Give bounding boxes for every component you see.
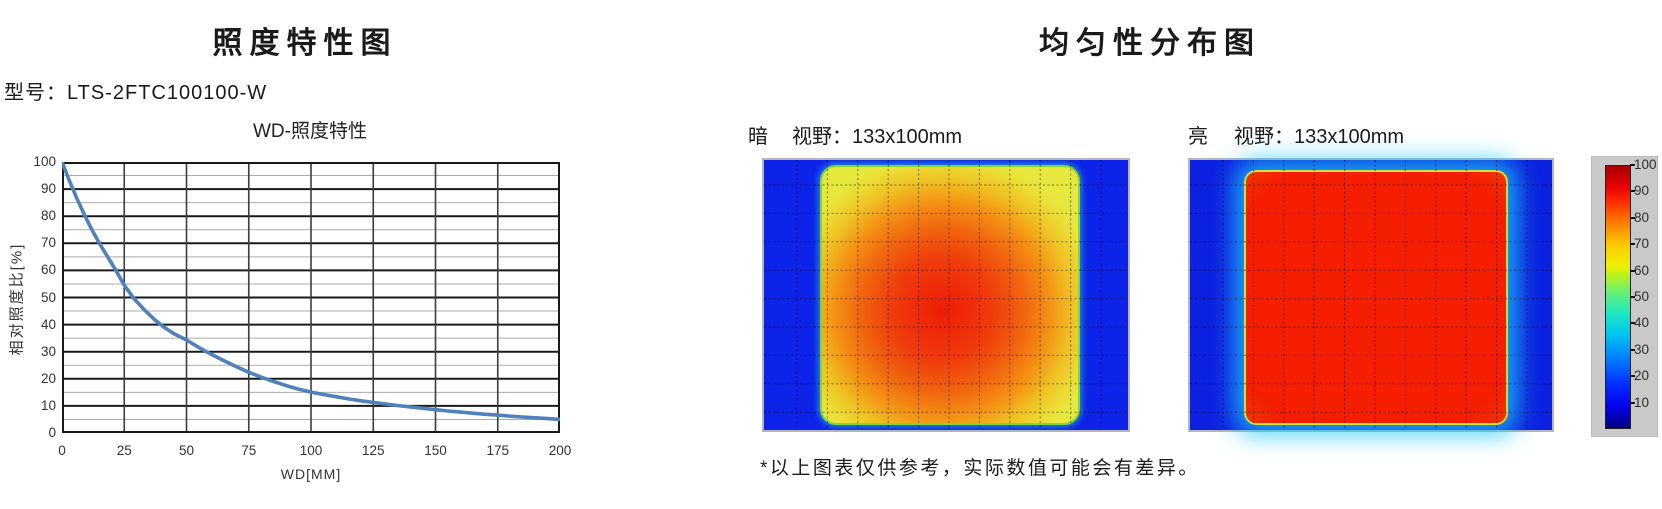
left-section-title: 照度特性图 <box>212 27 398 60</box>
y-tick-label: 70 <box>40 235 56 251</box>
y-tick-label: 50 <box>40 289 56 305</box>
y-tick-label: 80 <box>40 208 56 224</box>
y-tick-label: 0 <box>48 425 56 440</box>
colorbar-tick-mark <box>1630 269 1635 272</box>
footnote: *以上图表仅供参考，实际数值可能会有差异。 <box>760 458 1200 479</box>
bright-field-heatmap <box>1188 158 1554 432</box>
colorbar-tick-mark <box>1630 348 1635 351</box>
illuminance-curve <box>60 160 562 422</box>
colorbar-gradient <box>1605 165 1631 429</box>
bright-field-blob <box>1244 170 1508 425</box>
x-tick-label: 150 <box>424 443 447 458</box>
colorbar-tick-mark <box>1630 322 1635 325</box>
colorbar-tick-mark <box>1630 216 1635 219</box>
bright-tag: 亮 <box>1188 126 1208 148</box>
y-tick-label: 100 <box>33 154 56 169</box>
colorbar-tick-label: 50 <box>1634 289 1650 304</box>
right-section-title: 均匀性分布图 <box>1039 27 1261 60</box>
heatmap-grid-overlay <box>764 160 1128 430</box>
dark-field-heatmap <box>762 158 1130 432</box>
y-tick-label: 60 <box>40 262 56 278</box>
model-label: 型号：LTS-2FTC100100-W <box>4 82 268 104</box>
x-tick-label: 50 <box>178 443 195 458</box>
colorbar-tick-label: 40 <box>1634 315 1650 331</box>
y-tick-label: 10 <box>40 397 56 413</box>
colorbar: 100 90 80 70 60 50 40 30 20 10 <box>1591 156 1658 437</box>
colorbar-tick-label: 100 <box>1634 157 1657 172</box>
colorbar-tick-mark <box>1630 164 1635 166</box>
y-tick-label: 20 <box>40 370 56 386</box>
x-tick-label: 100 <box>299 443 323 458</box>
heatmap-grid-overlay <box>1190 160 1552 430</box>
bright-fov-label: 视野：133x100mm <box>1234 126 1405 148</box>
colorbar-tick-label: 60 <box>1634 262 1650 278</box>
x-tick-label: 0 <box>58 443 66 458</box>
colorbar-tick-mark <box>1630 243 1635 246</box>
colorbar-tick-mark <box>1630 375 1635 378</box>
dark-tag: 暗 <box>748 126 768 148</box>
bright-panel-caption: 亮 视野：133x100mm <box>1188 120 1404 149</box>
colorbar-tick-mark <box>1630 190 1635 193</box>
dark-fov-label: 视野：133x100mm <box>792 126 963 148</box>
x-tick-label: 125 <box>361 443 385 458</box>
x-tick-label: 200 <box>548 443 572 458</box>
line-chart-svg <box>60 160 562 433</box>
colorbar-tick-label: 20 <box>1634 368 1650 384</box>
y-tick-label: 90 <box>40 181 56 197</box>
y-tick-label: 30 <box>40 343 56 359</box>
dark-field-blob <box>820 165 1080 425</box>
x-tick-label: 175 <box>486 443 510 458</box>
colorbar-tick-mark <box>1630 401 1635 404</box>
x-tick-label: 25 <box>116 443 132 458</box>
colorbar-tick-label: 80 <box>1634 209 1650 225</box>
x-axis-label: WD[MM] <box>280 466 342 482</box>
wd-illuminance-line-chart <box>60 160 562 433</box>
y-tick-label: 40 <box>40 316 56 332</box>
dark-panel-caption: 暗 视野：133x100mm <box>748 120 962 149</box>
colorbar-tick-label: 10 <box>1634 394 1650 410</box>
colorbar-tick-label: 90 <box>1634 183 1650 199</box>
x-tick-label: 75 <box>241 443 257 458</box>
colorbar-tick-label: 70 <box>1634 236 1650 252</box>
colorbar-tick-label: 30 <box>1634 341 1650 357</box>
line-chart-title: WD-照度特性 <box>253 121 367 142</box>
colorbar-tick-mark <box>1630 296 1635 298</box>
